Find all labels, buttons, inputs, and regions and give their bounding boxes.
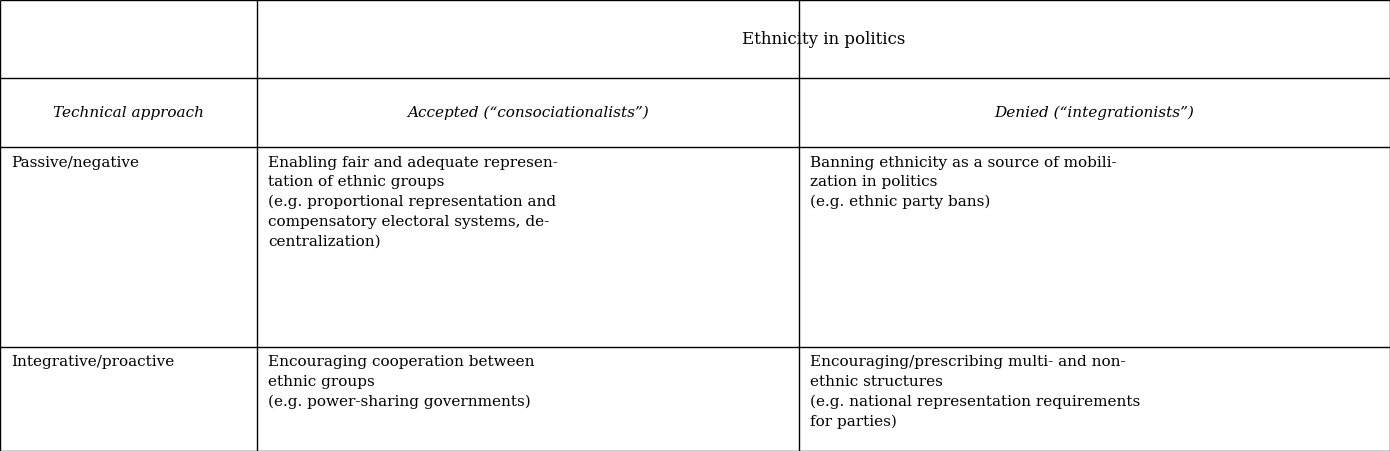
Text: Encouraging cooperation between
ethnic groups
(e.g. power-sharing governments): Encouraging cooperation between ethnic g… bbox=[268, 355, 535, 409]
Text: Passive/negative: Passive/negative bbox=[11, 156, 139, 170]
Text: Encouraging/prescribing multi- and non-
ethnic structures
(e.g. national represe: Encouraging/prescribing multi- and non- … bbox=[810, 355, 1141, 429]
Text: Accepted (“consociationalists”): Accepted (“consociationalists”) bbox=[407, 106, 649, 120]
Text: Ethnicity in politics: Ethnicity in politics bbox=[742, 31, 905, 48]
Text: Banning ethnicity as a source of mobili-
zation in politics
(e.g. ethnic party b: Banning ethnicity as a source of mobili-… bbox=[810, 156, 1118, 209]
Text: Integrative/proactive: Integrative/proactive bbox=[11, 355, 174, 369]
Text: Technical approach: Technical approach bbox=[53, 106, 204, 120]
Text: Enabling fair and adequate represen-
tation of ethnic groups
(e.g. proportional : Enabling fair and adequate represen- tat… bbox=[268, 156, 559, 248]
Text: Denied (“integrationists”): Denied (“integrationists”) bbox=[995, 106, 1194, 120]
